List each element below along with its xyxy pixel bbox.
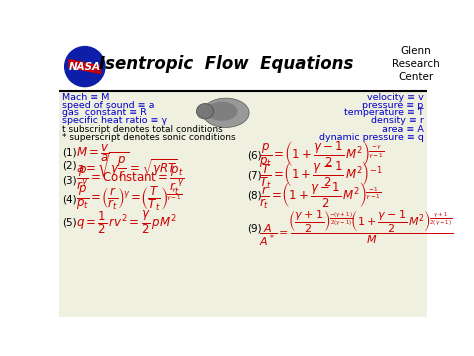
Text: (8): (8) — [247, 191, 262, 201]
Text: density ≡ r: density ≡ r — [371, 116, 423, 125]
Text: speed of sound ≡ a: speed of sound ≡ a — [63, 101, 155, 110]
Text: $\dfrac{p}{r^{\gamma}} = \mathrm{Constant} = \dfrac{p_t}{r_t^{\;\gamma}}$: $\dfrac{p}{r^{\gamma}} = \mathrm{Constan… — [76, 164, 185, 197]
Circle shape — [64, 47, 105, 87]
Bar — [59, 43, 427, 90]
Text: $\dfrac{p}{p_t} = \!\left(\dfrac{r}{r_t}\right)^{\!\gamma} = \!\left(\dfrac{T}{T: $\dfrac{p}{p_t} = \!\left(\dfrac{r}{r_t}… — [76, 185, 183, 214]
Text: dynamic pressure ≡ q: dynamic pressure ≡ q — [319, 133, 423, 142]
Text: $q = \dfrac{1}{2}\,r v^2 = \dfrac{\gamma}{2}\,p M^2$: $q = \dfrac{1}{2}\,r v^2 = \dfrac{\gamma… — [76, 210, 177, 236]
Text: (7): (7) — [247, 170, 262, 180]
Text: gas  constant ≡ R: gas constant ≡ R — [63, 108, 147, 117]
Text: (9): (9) — [247, 223, 262, 233]
Text: $a = \sqrt{\gamma \dfrac{p}{r}} = \sqrt{\gamma R T}$: $a = \sqrt{\gamma \dfrac{p}{r}} = \sqrt{… — [76, 151, 178, 181]
Ellipse shape — [196, 104, 213, 119]
Text: (5): (5) — [63, 218, 77, 228]
Text: t subscript denotes total conditions: t subscript denotes total conditions — [63, 125, 223, 134]
Ellipse shape — [202, 98, 249, 127]
Text: temperature ≡ T: temperature ≡ T — [344, 108, 423, 117]
Text: $\dfrac{r}{r_t} = \!\left(1 + \dfrac{\gamma-1}{2}\,M^2\right)^{\!\frac{-1}{\gamm: $\dfrac{r}{r_t} = \!\left(1 + \dfrac{\ga… — [259, 181, 382, 211]
Text: NASA: NASA — [69, 62, 101, 72]
Text: (2): (2) — [63, 161, 77, 171]
Text: (1): (1) — [63, 148, 77, 158]
Text: (6): (6) — [247, 150, 262, 160]
Text: area ≡ A: area ≡ A — [382, 125, 423, 134]
Bar — [59, 92, 427, 317]
Text: specific heat ratio ≡ γ: specific heat ratio ≡ γ — [63, 116, 167, 125]
Text: velocity ≡ v: velocity ≡ v — [367, 93, 423, 102]
Text: Mach ≡ M: Mach ≡ M — [63, 93, 109, 102]
Text: $M = \dfrac{v}{a}$: $M = \dfrac{v}{a}$ — [76, 142, 110, 164]
Ellipse shape — [207, 101, 237, 121]
Text: (3): (3) — [63, 176, 77, 185]
Text: $\dfrac{T}{T_t} = \!\left(1 + \dfrac{\gamma-1}{2}\,M^2\right)^{-1}$: $\dfrac{T}{T_t} = \!\left(1 + \dfrac{\ga… — [259, 159, 383, 191]
Text: (4): (4) — [63, 194, 77, 204]
Text: Isentropic  Flow  Equations: Isentropic Flow Equations — [99, 55, 353, 73]
Text: * superscript denotes sonic conditions: * superscript denotes sonic conditions — [63, 133, 236, 142]
Text: pressure ≡ p: pressure ≡ p — [362, 101, 423, 110]
Text: Glenn
Research
Center: Glenn Research Center — [392, 46, 439, 83]
Text: $\dfrac{A}{A^*} = \dfrac{\!\left(\dfrac{\gamma+1}{2}\right)^{\!\frac{-(\gamma+1): $\dfrac{A}{A^*} = \dfrac{\!\left(\dfrac{… — [259, 209, 454, 248]
Text: $\dfrac{p}{p_t} = \!\left(1 + \dfrac{\gamma-1}{2}\,M^2\right)^{\!\frac{-\gamma}{: $\dfrac{p}{p_t} = \!\left(1 + \dfrac{\ga… — [259, 140, 384, 170]
